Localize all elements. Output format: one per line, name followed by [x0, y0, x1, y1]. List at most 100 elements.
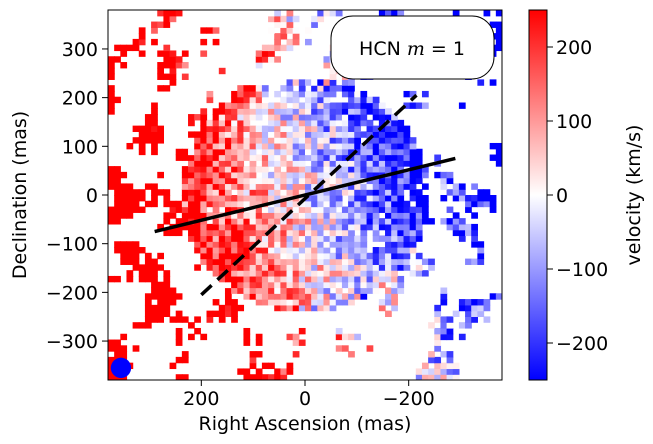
map-pixel [206, 27, 214, 34]
map-pixel [169, 287, 177, 294]
map-pixel [108, 90, 115, 98]
map-pixel [348, 218, 355, 225]
map-pixel [397, 189, 405, 196]
map-pixel [114, 339, 121, 346]
map-pixel [108, 67, 115, 75]
map-pixel [151, 38, 158, 46]
map-pixel [114, 206, 121, 213]
map-pixel [181, 212, 189, 219]
map-pixel [311, 15, 318, 23]
map-pixel [243, 114, 251, 121]
map-pixel [151, 270, 158, 277]
map-pixel [151, 183, 158, 190]
map-pixel [194, 166, 201, 173]
map-pixel [348, 96, 355, 104]
map-pixel [243, 241, 251, 248]
map-pixel [378, 252, 386, 260]
map-pixel [231, 281, 238, 289]
map-pixel [206, 137, 214, 144]
map-pixel [305, 119, 312, 127]
map-pixel [243, 229, 251, 237]
map-pixel [323, 102, 331, 109]
map-pixel [372, 270, 380, 277]
map-pixel [403, 229, 411, 237]
map-pixel [237, 131, 245, 138]
map-pixel [292, 223, 300, 231]
map-pixel [200, 177, 208, 185]
map-pixel [360, 223, 368, 231]
map-pixel [274, 206, 281, 213]
map-pixel [298, 223, 306, 231]
map-pixel [286, 235, 294, 242]
map-pixel [224, 102, 232, 109]
map-pixel [261, 293, 269, 300]
map-pixel [175, 148, 183, 156]
map-pixel [181, 218, 189, 225]
map-pixel [108, 339, 115, 346]
map-pixel [255, 96, 263, 104]
map-pixel [224, 270, 232, 277]
map-pixel [108, 73, 115, 80]
map-pixel [292, 148, 300, 156]
map-pixel [280, 27, 288, 34]
map-pixel [354, 212, 362, 219]
map-pixel [231, 229, 238, 237]
map-pixel [212, 177, 220, 185]
map-pixel [360, 90, 368, 98]
map-pixel [489, 293, 497, 300]
map-pixel [341, 212, 349, 219]
map-pixel [126, 212, 134, 219]
map-pixel [354, 171, 362, 179]
map-pixel [280, 171, 288, 179]
map-pixel [163, 15, 171, 23]
map-pixel [385, 177, 392, 185]
map-pixel [434, 345, 442, 352]
map-pixel [317, 137, 325, 144]
map-pixel [354, 281, 362, 289]
map-pixel [403, 142, 411, 150]
map-pixel [157, 287, 165, 294]
map-pixel [114, 96, 121, 104]
map-pixel [311, 79, 318, 86]
map-pixel [403, 125, 411, 133]
map-pixel [292, 275, 300, 283]
map-pixel [397, 160, 405, 167]
map-pixel [212, 241, 220, 248]
map-pixel [218, 200, 226, 208]
map-pixel [255, 281, 263, 289]
map-pixel [323, 212, 331, 219]
map-pixel [329, 102, 337, 109]
map-pixel [231, 252, 238, 260]
map-pixel [249, 137, 257, 144]
map-pixel [385, 200, 392, 208]
map-pixel [409, 189, 417, 196]
map-pixel [397, 10, 405, 17]
map-pixel [471, 200, 478, 208]
map-pixel [255, 339, 263, 346]
map-pixel [495, 10, 502, 17]
map-pixel [305, 206, 312, 213]
map-pixel [268, 108, 275, 115]
map-pixel [366, 345, 374, 352]
map-pixel [348, 258, 355, 265]
map-pixel [341, 264, 349, 271]
map-pixel [286, 206, 294, 213]
map-pixel [329, 252, 337, 260]
map-pixel [212, 299, 220, 306]
map-pixel [335, 270, 343, 277]
map-pixel [286, 223, 294, 231]
map-pixel [434, 356, 442, 364]
map-pixel [163, 56, 171, 63]
map-pixel [181, 200, 189, 208]
map-pixel [280, 96, 288, 104]
map-pixel [378, 177, 386, 185]
map-pixel [206, 223, 214, 231]
map-pixel [452, 183, 460, 190]
map-pixel [268, 102, 275, 109]
map-pixel [465, 316, 472, 323]
map-pixel [452, 368, 460, 375]
map-pixel [446, 356, 454, 364]
map-pixel [323, 270, 331, 277]
map-pixel [144, 322, 152, 329]
map-pixel [200, 125, 208, 133]
